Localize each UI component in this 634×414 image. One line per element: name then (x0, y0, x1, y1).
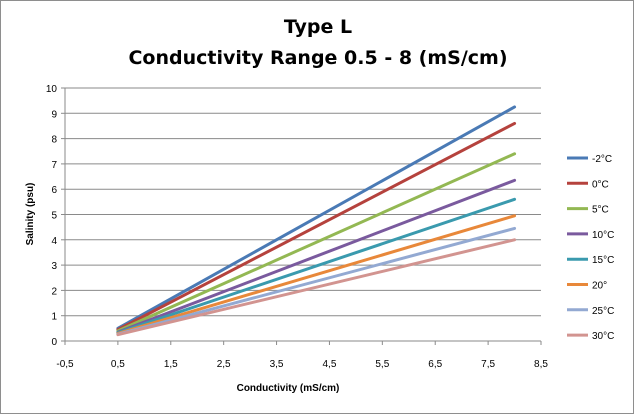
y-tick-label: 2 (51, 286, 57, 297)
x-tick-label: 3,5 (270, 359, 284, 370)
y-tick-label: 10 (46, 84, 58, 95)
chart-subtitle: Conductivity Range 0.5 - 8 (mS/cm) (128, 47, 507, 69)
y-tick-label: 1 (51, 312, 57, 323)
series-line (116, 226, 517, 336)
legend-label: 15°C (592, 255, 614, 266)
y-tick-label: 6 (51, 185, 57, 196)
x-tick-label: 4,5 (322, 359, 336, 370)
plot-area: 0 1 2 3 4 5 6 7 8 9 10 -0,5 0,5 1,5 2,5 3,5 4,5 5,5 6,5 7,5… (46, 84, 549, 370)
legend-label: 10°C (592, 230, 614, 241)
y-tick-label: 7 (51, 160, 57, 171)
series-line (116, 105, 517, 330)
series-line (116, 121, 517, 332)
series-line (116, 238, 517, 337)
x-tick-label: 1,5 (164, 359, 178, 370)
legend-label: 5°C (592, 205, 609, 216)
legend-label: 30°C (592, 331, 614, 342)
x-axis-title: Conductivity (mS/cm) (237, 383, 340, 394)
x-tick-label: 6,5 (428, 359, 442, 370)
legend-label: 25°C (592, 306, 614, 317)
x-tick-label: 2,5 (217, 359, 231, 370)
x-tick-label: -0,5 (56, 359, 74, 370)
legend-label: -2°C (592, 154, 612, 165)
x-tick-label: 0,5 (111, 359, 125, 370)
series-line (116, 197, 517, 335)
x-tick-label: 8,5 (534, 359, 548, 370)
y-tick-label: 4 (51, 236, 57, 247)
legend-label: 20° (592, 281, 607, 292)
legend: -2°C 0°C 5°C 10°C 15°C 20° 25°C 30°C (567, 154, 614, 342)
y-axis-title: Salinity (psu) (25, 183, 36, 246)
y-tick-label: 9 (51, 109, 57, 120)
y-tick-label: 3 (51, 261, 57, 272)
chart-title: Type L (284, 16, 352, 38)
y-tick-label: 0 (51, 337, 57, 348)
x-tick-label: 5,5 (375, 359, 389, 370)
legend-label: 0°C (592, 179, 609, 190)
x-tick-label: 7,5 (481, 359, 495, 370)
y-tick-label: 8 (51, 135, 57, 146)
series-line (116, 178, 517, 334)
series-line (116, 214, 517, 335)
series-line (116, 152, 517, 333)
y-tick-label: 5 (51, 211, 57, 222)
